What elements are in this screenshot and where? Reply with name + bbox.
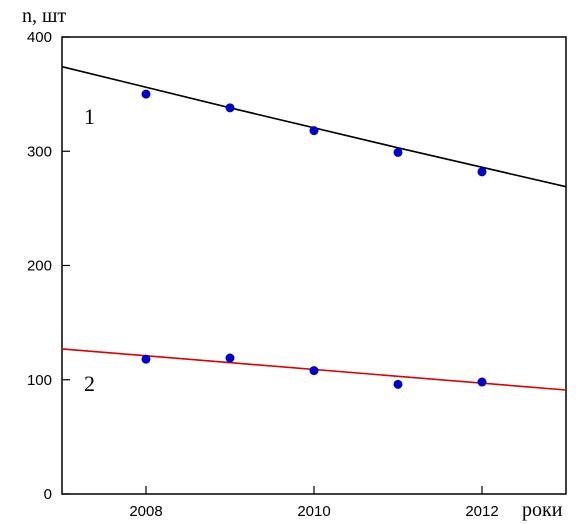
y-axis-ticks: 0 100 200 300 400 — [27, 29, 70, 503]
data-point-series-1 — [393, 147, 403, 157]
y-tick-label: 400 — [27, 29, 52, 46]
y-axis-title: n, шт — [22, 5, 66, 27]
data-point-series-2 — [141, 354, 151, 364]
y-tick-label: 0 — [44, 486, 52, 503]
x-tick-label: 2010 — [297, 503, 330, 520]
data-point-series-2 — [309, 366, 319, 376]
data-point-series-1 — [309, 126, 319, 136]
plot-frame — [61, 36, 567, 495]
x-tick-label: 2008 — [129, 503, 162, 520]
data-point-series-1 — [225, 103, 235, 113]
data-point-series-2 — [393, 379, 403, 389]
data-point-series-2 — [225, 353, 235, 363]
y-tick-label: 300 — [27, 143, 52, 160]
y-tick-label: 200 — [27, 258, 52, 275]
y-tick-label: 100 — [27, 372, 52, 389]
curve-label-2: 2 — [84, 371, 95, 396]
x-tick-label: 2012 — [465, 503, 498, 520]
data-point-series-1 — [141, 89, 151, 99]
x-axis-ticks: 2008 2010 2012 — [129, 486, 499, 520]
x-axis-title: роки — [522, 499, 563, 521]
data-point-series-2 — [477, 377, 487, 387]
trend-lines — [61, 65, 567, 391]
curve-label-1: 1 — [84, 104, 95, 129]
data-point-series-1 — [477, 167, 487, 177]
data-points — [141, 89, 487, 389]
